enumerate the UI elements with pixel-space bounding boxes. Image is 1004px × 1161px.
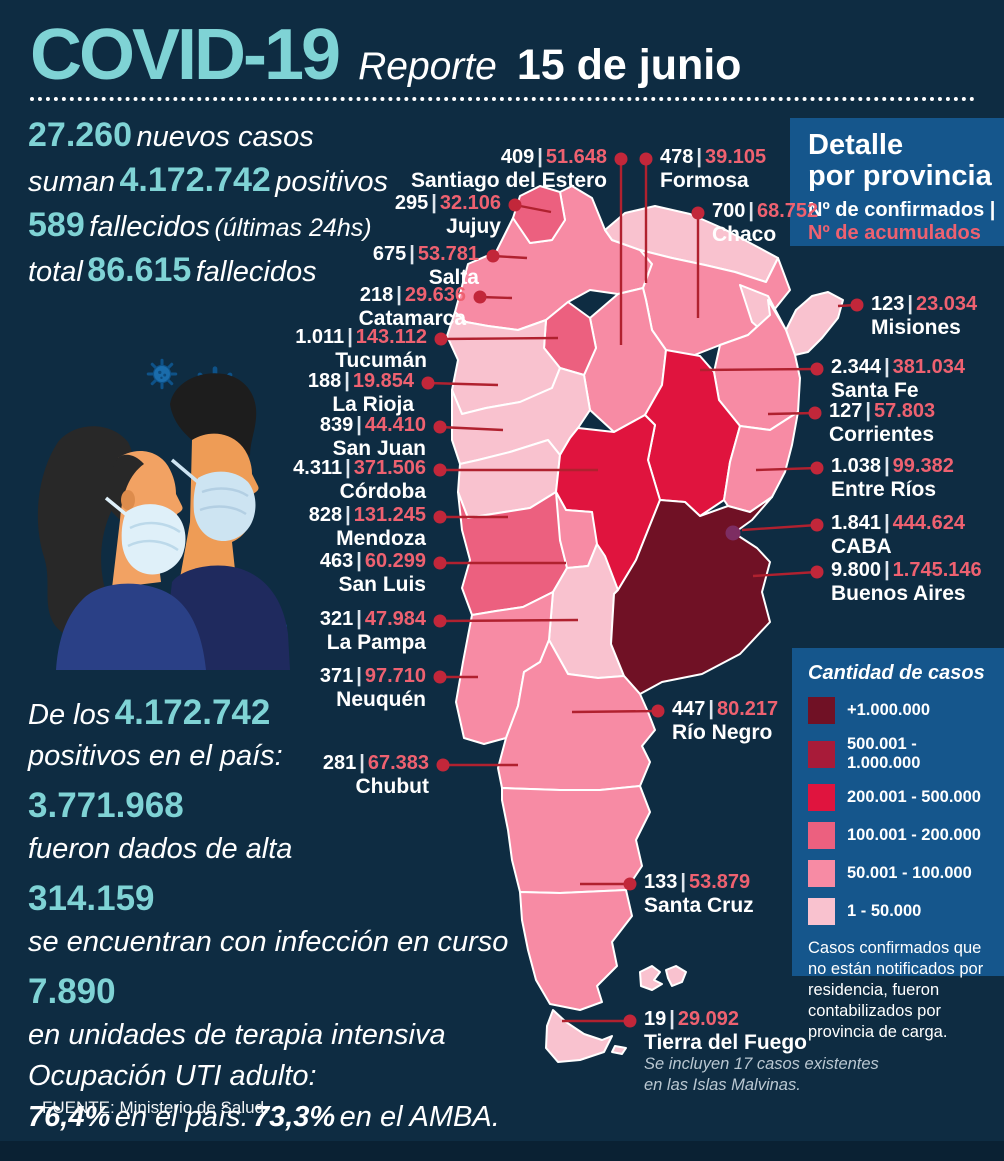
province-label-formosa: 478 | 39.105 Formosa bbox=[660, 146, 767, 192]
leader-dots bbox=[421, 152, 864, 1028]
active-count: 314.159 bbox=[28, 879, 155, 918]
province-label-rio-negro: 447 | 80.217 Río Negro bbox=[672, 698, 779, 744]
legend-item: 1 - 50.000 bbox=[808, 898, 990, 925]
province-label-corrientes: 127 | 57.803 Corrientes bbox=[829, 400, 936, 446]
virus-icon bbox=[146, 358, 178, 390]
province-shape-misiones bbox=[785, 291, 844, 356]
summary-total-deaths: total 86.615 fallecidos bbox=[28, 251, 317, 289]
legend-item: 200.001 - 500.000 bbox=[808, 784, 990, 811]
province-label-mendoza: 828 | 131.245 Mendoza bbox=[308, 504, 426, 550]
source-note: FUENTE: Ministerio de Salud. bbox=[42, 1098, 269, 1117]
island-shape bbox=[611, 1045, 627, 1055]
province-label-san-juan: 839 | 44.410 San Juan bbox=[319, 414, 426, 460]
legend-item: 100.001 - 200.000 bbox=[808, 822, 990, 849]
detail-box-accumulated-label: Nº de acumulados bbox=[808, 222, 981, 244]
legend-swatch bbox=[808, 784, 835, 811]
summary-deaths-24h: 589 fallecidos (últimas 24hs) bbox=[28, 206, 372, 244]
province-shape-buenos-aires bbox=[610, 496, 773, 695]
uti-label: Ocupación UTI adulto: bbox=[28, 1060, 317, 1092]
province-shape-rio-negro bbox=[497, 639, 656, 791]
malvinas-note-line2: en las Islas Malvinas. bbox=[644, 1076, 801, 1094]
province-label-chubut: 281 | 67.383 Chubut bbox=[322, 752, 429, 798]
detail-box: Detalle por provincia Nº de confirmados … bbox=[790, 118, 1004, 246]
breakdown-intro-suffix: positivos en el país: bbox=[28, 740, 283, 772]
detail-box-title-1: Detalle bbox=[808, 129, 904, 161]
legend-swatch bbox=[808, 860, 835, 887]
province-label-jujuy: 295 | 32.106 Jujuy bbox=[394, 192, 501, 238]
active-label: se encuentran con infección en curso bbox=[28, 926, 509, 958]
recovered-count: 3.771.968 bbox=[28, 786, 184, 825]
summary-new-cases: 27.260 nuevos casos bbox=[28, 116, 314, 154]
province-label-tierra-del-fuego: 19 | 29.092 Tierra del Fuego Se incluyen 1… bbox=[644, 1008, 879, 1094]
legend-swatch bbox=[808, 697, 835, 724]
province-shape-jujuy bbox=[512, 185, 566, 244]
province-label-caba: 1.841 | 444.624 CABA bbox=[831, 512, 965, 558]
header: COVID-19 Reporte 15 de junio bbox=[30, 14, 741, 96]
province-label-chaco: 700 | 68.752 Chaco bbox=[712, 200, 819, 246]
legend-swatch bbox=[808, 822, 835, 849]
breakdown-intro: De los 4.172.742 bbox=[28, 693, 271, 732]
breakdown-block: De los 4.172.742 positivos en el país: 3… bbox=[28, 693, 508, 1140]
malvinas-island-west bbox=[639, 965, 663, 991]
summary-block: 27.260 nuevos casos suman 4.172.742 posi… bbox=[28, 116, 468, 296]
malvinas-note-line1: Se incluyen 17 casos existentes bbox=[644, 1055, 879, 1073]
province-label-san-luis: 463 | 60.299 San Luis bbox=[319, 550, 426, 596]
legend-box: Cantidad de casos +1.000.000 500.001 - 1… bbox=[792, 648, 1004, 1041]
province-label-catamarca: 218 | 29.636 Catamarca bbox=[358, 284, 466, 330]
masked-people-illustration bbox=[37, 358, 290, 670]
province-shape-chubut bbox=[501, 785, 651, 894]
legend-item: +1.000.000 bbox=[808, 697, 990, 724]
province-label-la-rioja: 188 | 19.854 La Rioja bbox=[307, 370, 414, 416]
icu-label: en unidades de terapia intensiva bbox=[28, 1019, 446, 1051]
province-label-santa-cruz: 133 | 53.879 Santa Cruz bbox=[644, 871, 754, 917]
province-label-santiago-del-estero: 409 | 51.648 Santiago del Estero bbox=[410, 146, 607, 192]
legend-title: Cantidad de casos bbox=[808, 662, 985, 684]
argentina-map bbox=[421, 152, 864, 1063]
province-label-santa-fe: 2.344 | 381.034 Santa Fe bbox=[831, 356, 965, 402]
legend-item: 500.001 - 1.000.000 bbox=[808, 735, 990, 773]
province-label-tucuman: 1.011 | 143.112 Tucumán bbox=[295, 326, 427, 372]
legend-swatch bbox=[808, 740, 835, 768]
province-label-cordoba: 4.311 | 371.506 Córdoba bbox=[293, 457, 426, 503]
dotted-divider bbox=[30, 97, 975, 101]
legend-note: Casos confirmados que no están notificad… bbox=[808, 939, 984, 1041]
icu-count: 7.890 bbox=[28, 972, 116, 1011]
province-shape-santa-cruz bbox=[519, 889, 633, 1011]
province-label-neuquen: 371 | 97.710 Neuquén bbox=[319, 665, 426, 711]
legend-swatch bbox=[808, 898, 835, 925]
province-shape-tierra-del-fuego bbox=[545, 1009, 613, 1063]
province-shapes bbox=[446, 185, 844, 1063]
legend-item: 50.001 - 100.000 bbox=[808, 860, 990, 887]
woman-with-mask bbox=[37, 426, 206, 670]
recovered-label: fueron dados de alta bbox=[28, 833, 293, 865]
uti-values: 76,4% en el país. 73,3% en el AMBA. bbox=[28, 1101, 500, 1133]
page-title: COVID-19 bbox=[30, 15, 341, 95]
province-label-la-pampa: 321 | 47.984 La Pampa bbox=[319, 608, 426, 654]
province-label-buenos-aires: 9.800 | 1.745.146 Buenos Aires bbox=[831, 559, 982, 605]
bottom-bar bbox=[0, 1141, 1004, 1161]
detail-box-title-2: por provincia bbox=[808, 160, 992, 192]
report-date: 15 de junio bbox=[516, 41, 742, 89]
caba-marker bbox=[725, 525, 741, 541]
province-label-entre-rios: 1.038 | 99.382 Entre Ríos bbox=[831, 455, 954, 501]
summary-positives: suman 4.172.742 positivos bbox=[28, 161, 389, 199]
report-label: Reporte bbox=[358, 45, 497, 88]
province-label-misiones: 123 | 23.034 Misiones bbox=[871, 293, 978, 339]
province-label-salta: 675 | 53.781 Salta bbox=[372, 243, 479, 289]
detail-box-confirmed-label: Nº de confirmados | bbox=[808, 199, 996, 221]
leader-lines bbox=[427, 159, 858, 1023]
malvinas-island-east bbox=[665, 965, 687, 987]
